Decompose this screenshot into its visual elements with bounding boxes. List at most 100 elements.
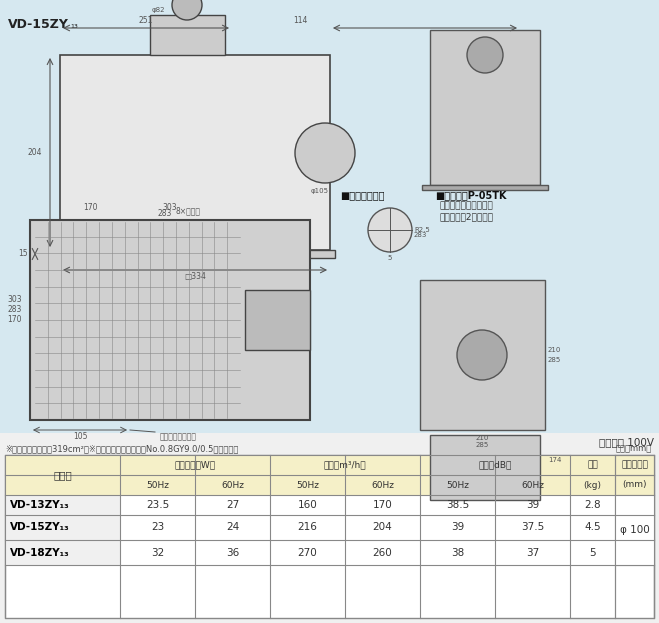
Text: 50Hz: 50Hz	[146, 480, 169, 490]
Text: 5: 5	[589, 548, 596, 558]
Text: 216: 216	[298, 523, 318, 533]
Text: 60Hz: 60Hz	[371, 480, 394, 490]
Text: 204: 204	[28, 148, 42, 157]
Circle shape	[457, 330, 507, 380]
Bar	[120, 495, 195, 515]
Bar	[495, 495, 570, 515]
Text: ■天吊金具P-05TK: ■天吊金具P-05TK	[435, 190, 507, 200]
Text: 283: 283	[8, 305, 22, 315]
Bar	[120, 455, 270, 475]
Bar	[570, 495, 615, 515]
Text: （単位mm）: （単位mm）	[616, 444, 652, 453]
Text: 形　名: 形 名	[53, 470, 72, 480]
Text: 50Hz: 50Hz	[296, 480, 319, 490]
Circle shape	[172, 0, 202, 20]
Text: 114: 114	[293, 16, 307, 25]
Bar	[570, 515, 615, 540]
Text: 38: 38	[451, 548, 464, 558]
Text: 8×据付穴: 8×据付穴	[175, 206, 200, 215]
Bar	[420, 515, 495, 540]
Text: ■据付穴詳細図: ■据付穴詳細図	[340, 190, 384, 200]
Bar	[5, 455, 654, 618]
Text: 4.5: 4.5	[584, 523, 601, 533]
Text: 接続パイプ: 接続パイプ	[621, 460, 648, 470]
Text: VD-15ZY: VD-15ZY	[8, 18, 69, 31]
Bar	[615, 540, 654, 565]
Bar	[5, 540, 120, 565]
Text: 質量: 質量	[587, 460, 598, 470]
Text: 37: 37	[526, 548, 539, 558]
Text: φ105: φ105	[311, 188, 329, 194]
Bar	[615, 515, 654, 540]
Bar	[195, 475, 270, 495]
Text: VD-18ZY₁₃: VD-18ZY₁₃	[10, 548, 70, 558]
Text: 36: 36	[226, 548, 239, 558]
Text: 39: 39	[451, 523, 464, 533]
Bar	[120, 475, 195, 495]
Bar	[0, 0, 659, 463]
Circle shape	[467, 37, 503, 73]
Bar	[5, 495, 120, 515]
Text: 60Hz: 60Hz	[221, 480, 244, 490]
Bar	[345, 515, 420, 540]
Text: 283: 283	[158, 209, 172, 218]
Text: 170: 170	[7, 315, 22, 325]
Text: 251: 251	[139, 16, 153, 25]
Text: φ 100: φ 100	[619, 525, 649, 535]
Text: ※グリル開口面積は319cm²　※グリル色調はマンセルNo.0.8GY9.0/0.5（近似色）: ※グリル開口面積は319cm² ※グリル色調はマンセルNo.0.8GY9.0/0…	[5, 444, 239, 453]
Text: 27: 27	[226, 500, 239, 510]
Text: 24: 24	[226, 523, 239, 533]
Text: 210: 210	[548, 347, 561, 353]
Text: ₁₃: ₁₃	[70, 20, 78, 30]
Text: 32: 32	[151, 548, 164, 558]
Text: VD-15ZY₁₃: VD-15ZY₁₃	[10, 523, 70, 533]
Bar	[570, 455, 615, 475]
Text: 160: 160	[298, 500, 318, 510]
Bar	[120, 515, 195, 540]
Text: 消費電力（W）: 消費電力（W）	[175, 460, 215, 470]
Bar	[345, 495, 420, 515]
Text: VD-13ZY₁₃: VD-13ZY₁₃	[10, 500, 70, 510]
Bar	[5, 515, 120, 540]
Text: 電源電圧 100V: 電源電圧 100V	[599, 437, 654, 447]
Bar	[195, 515, 270, 540]
Bar	[495, 540, 570, 565]
Bar	[55, 250, 335, 258]
Text: 38.5: 38.5	[446, 500, 469, 510]
Text: 303: 303	[7, 295, 22, 305]
Text: □334: □334	[184, 272, 206, 281]
Text: 285: 285	[476, 442, 489, 448]
Bar	[345, 475, 420, 495]
Text: 170: 170	[372, 500, 392, 510]
Text: 170: 170	[83, 203, 98, 212]
Bar	[495, 475, 570, 495]
Bar	[345, 540, 420, 565]
Text: 204: 204	[372, 523, 392, 533]
Bar	[120, 540, 195, 565]
Bar	[422, 185, 548, 190]
Bar	[615, 495, 654, 515]
Text: 174: 174	[548, 457, 561, 463]
Bar	[570, 540, 615, 565]
Bar	[615, 515, 654, 540]
Bar	[420, 540, 495, 565]
Text: 210: 210	[476, 435, 489, 441]
Text: 270: 270	[298, 548, 318, 558]
Text: (kg): (kg)	[583, 480, 602, 490]
Text: 風量（m³/h）: 風量（m³/h）	[324, 460, 366, 470]
Bar	[270, 515, 345, 540]
Text: 23.5: 23.5	[146, 500, 169, 510]
Bar	[615, 455, 654, 475]
Bar	[570, 475, 615, 495]
Text: 285: 285	[548, 357, 561, 363]
Text: 騒音（dB）: 騒音（dB）	[478, 460, 511, 470]
Bar	[150, 15, 225, 55]
Bar	[495, 515, 570, 540]
Text: 50Hz: 50Hz	[446, 480, 469, 490]
Bar	[430, 435, 540, 500]
Bar	[270, 455, 420, 475]
Text: 23: 23	[151, 523, 164, 533]
Text: (mm): (mm)	[622, 480, 646, 490]
Bar	[615, 475, 654, 495]
Text: 39: 39	[526, 500, 539, 510]
